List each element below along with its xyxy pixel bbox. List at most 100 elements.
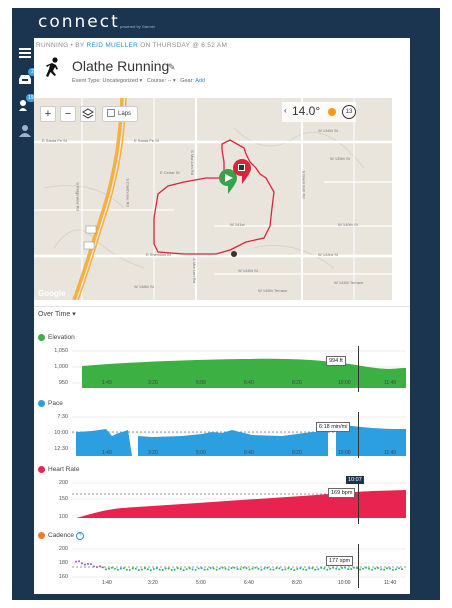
cadence-point — [293, 569, 296, 572]
connections-icon[interactable] — [18, 98, 32, 112]
cadence-point — [104, 568, 107, 571]
edit-pencil-icon[interactable]: ✎ — [168, 62, 176, 72]
pace-label: Pace — [48, 400, 63, 408]
google-logo: Google — [38, 289, 66, 298]
layers-icon[interactable] — [80, 106, 96, 122]
street-label: W 141st — [230, 222, 245, 227]
heart-rate-chart: Heart Rate 200 150 100 10:07 169 bpm — [34, 466, 410, 528]
cadence-point — [278, 567, 281, 570]
zoom-in-button[interactable]: + — [40, 106, 56, 122]
street-label: W 135th St — [330, 156, 350, 161]
cadence-chart: Cadence? 200 180 160 177 spm 1:40 3:20 5… — [34, 532, 410, 594]
inbox-icon[interactable] — [18, 72, 32, 86]
cadence-point — [84, 563, 86, 566]
cadence-point — [239, 568, 242, 571]
street-label: E Santa Fe St — [134, 138, 159, 143]
elevation-legend-dot — [38, 334, 45, 341]
activity-meta: Event Type: Uncategorized ▾ Course: -- ▾… — [72, 78, 205, 84]
activity-title[interactable]: Olathe Running — [72, 58, 170, 74]
x-tick: 11:40 — [384, 580, 397, 586]
y-tick: 200 — [58, 480, 68, 486]
menu-icon[interactable] — [18, 46, 32, 60]
cadence-point — [173, 568, 176, 571]
street-label: W 148th St — [134, 284, 154, 289]
laps-toggle[interactable]: Laps — [102, 106, 138, 122]
y-tick: 12:30 — [54, 446, 68, 452]
cadence-point — [302, 568, 305, 571]
cadence-point — [317, 568, 320, 571]
elevation-plot[interactable]: 994 ft 1:40 3:20 5:00 6:40 8:20 10:00 11… — [72, 346, 406, 392]
cadence-point — [233, 566, 236, 569]
cadence-point — [179, 568, 182, 570]
route-map[interactable]: E Santa Fe St E Santa Fe St E Cedar St W… — [34, 98, 392, 300]
street-label: E Sheridan St — [146, 252, 171, 257]
cadence-point — [296, 568, 299, 570]
cadence-point — [197, 567, 200, 570]
cadence-point — [167, 567, 170, 570]
x-tick: 5:00 — [196, 450, 206, 456]
breadcrumb: RUNNING • BY REID MUELLER ON THURSDAY @ … — [36, 42, 227, 49]
pace-plot[interactable]: 6:18 min/mi 1:40 3:20 5:00 6:40 8:20 10:… — [72, 412, 406, 458]
event-type-value[interactable]: Uncategorized — [102, 78, 138, 84]
cadence-point — [242, 566, 245, 569]
street-label: W 144th Terrace — [334, 280, 364, 285]
info-icon[interactable]: ? — [76, 532, 85, 541]
zoom-out-button[interactable]: − — [60, 106, 76, 122]
cadence-point — [191, 568, 194, 571]
cadence-point — [371, 568, 374, 571]
chart-cursor — [358, 544, 359, 588]
cadence-plot[interactable]: 177 spm 1:40 3:20 5:00 6:40 8:20 10:00 1… — [72, 544, 406, 588]
x-tick: 5:00 — [196, 580, 206, 586]
user-link[interactable]: REID MUELLER — [86, 42, 139, 49]
laps-checkbox[interactable] — [107, 109, 115, 118]
street-label: W 145th Terrace — [258, 288, 288, 293]
cadence-point — [215, 568, 218, 571]
over-time-dropdown[interactable]: Over Time ▾ — [38, 310, 76, 318]
cadence-point — [386, 567, 388, 570]
cadence-point — [212, 567, 215, 570]
connect-logo[interactable]: connect — [38, 12, 120, 32]
elevation-svg — [72, 350, 406, 388]
cadence-chart-header: Cadence? — [38, 532, 85, 541]
x-tick: 6:40 — [244, 580, 254, 586]
cadence-point — [206, 568, 209, 571]
heart-rate-plot[interactable]: 10:07 169 bpm — [72, 476, 406, 524]
cadence-point — [383, 568, 386, 571]
cadence-point — [75, 560, 77, 563]
cadence-point — [245, 567, 248, 570]
activity-type[interactable]: RUNNING — [36, 42, 69, 49]
street-label: W 144th St — [238, 268, 258, 273]
cadence-point — [170, 569, 173, 571]
y-tick: 100 — [58, 514, 68, 520]
cadence-point — [221, 566, 224, 569]
cadence-label: Cadence — [48, 532, 75, 540]
cadence-point — [140, 568, 143, 571]
y-tick: 180 — [58, 560, 68, 566]
cadence-point — [78, 560, 80, 563]
street-label: S Mur-Len Rd — [189, 150, 195, 175]
cadence-point — [263, 567, 266, 570]
cadence-point — [320, 566, 323, 569]
temperature: 14.0° — [292, 104, 321, 118]
x-tick: 11:40 — [384, 450, 397, 456]
cadence-point — [356, 567, 359, 570]
course-caret-icon[interactable]: ▾ — [172, 78, 176, 84]
cadence-point — [146, 568, 149, 571]
cadence-point — [389, 567, 391, 570]
x-tick: 6:40 — [244, 380, 254, 386]
event-type-caret-icon[interactable]: ▾ — [139, 78, 143, 84]
cadence-point — [299, 567, 302, 570]
street-label: S Black Bob Rd — [301, 170, 307, 199]
x-tick: 8:20 — [292, 580, 302, 586]
pace-svg — [72, 416, 406, 456]
course-value[interactable]: -- — [167, 78, 172, 84]
y-tick: 950 — [58, 380, 68, 386]
add-gear-link[interactable]: Add — [195, 78, 205, 84]
pace-legend-dot — [38, 400, 45, 407]
laps-label: Laps — [118, 111, 132, 117]
cadence-point — [257, 567, 260, 570]
top-bar: connect powered by Garmin — [12, 8, 440, 38]
x-tick: 8:20 — [292, 450, 302, 456]
profile-icon[interactable] — [18, 124, 32, 138]
pace-tooltip: 6:18 min/mi — [316, 422, 351, 432]
